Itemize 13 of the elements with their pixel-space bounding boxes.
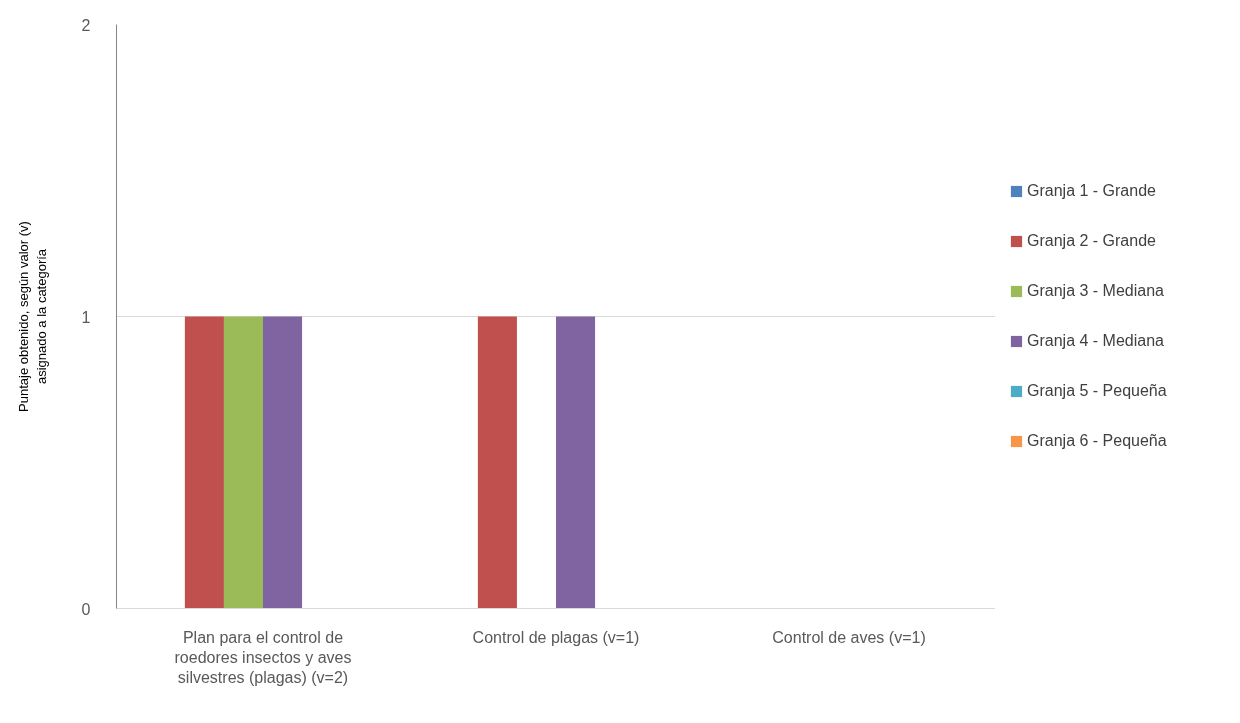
y-tick-label: 2: [81, 16, 91, 34]
x-tick-label: Control de aves (v=1): [772, 628, 926, 646]
x-tick-label: Control de plagas (v=1): [472, 628, 640, 646]
y-axis-title: Puntaje obtenido, según valor (v) asignado a la categoría: [15, 221, 49, 412]
y-tick-label: 0: [81, 600, 91, 618]
legend-label: Granja 5 - Pequeña: [1027, 381, 1167, 401]
legend-label: Granja 4 - Mediana: [1027, 331, 1164, 351]
legend-label: Granja 6 - Pequeña: [1027, 431, 1167, 451]
x-tick-label: Plan para el control de roedores insectos y aves silvestres (plagas) (v=2): [174, 628, 352, 687]
y-tick-label: 1: [81, 308, 91, 326]
legend-label: Granja 2 - Grande: [1027, 231, 1156, 251]
legend-label: Granja 3 - Mediana: [1027, 281, 1164, 301]
legend-label: Granja 1 - Grande: [1027, 181, 1156, 201]
